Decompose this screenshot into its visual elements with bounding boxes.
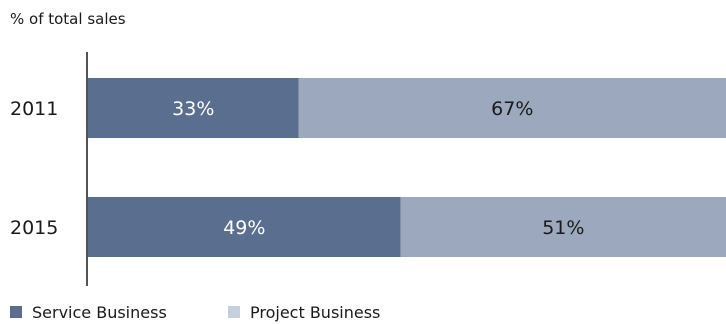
legend-swatch-project-business (228, 306, 240, 318)
legend: Service Business Project Business (10, 303, 380, 322)
data-label-service-business-2015: 49% (223, 217, 265, 239)
bar-project-business-2011 (298, 78, 726, 138)
category-label-2015: 2015 (10, 217, 58, 239)
y-axis-label: % of total sales (10, 10, 126, 28)
data-label-project-business-2015: 51% (542, 217, 584, 239)
data-label-service-business-2011: 33% (172, 98, 214, 120)
category-labels: 2011 2015 (10, 98, 58, 239)
bars-group: 33% 67% 49% 51% (88, 78, 726, 257)
legend-label-project-business: Project Business (250, 303, 380, 322)
legend-swatch-service-business (10, 306, 22, 318)
category-label-2011: 2011 (10, 98, 58, 120)
bar-service-business-2015 (88, 197, 401, 257)
data-label-project-business-2011: 67% (491, 98, 533, 120)
bar-project-business-2015 (400, 197, 726, 257)
bar-service-business-2011 (88, 78, 299, 138)
legend-label-service-business: Service Business (32, 303, 167, 322)
